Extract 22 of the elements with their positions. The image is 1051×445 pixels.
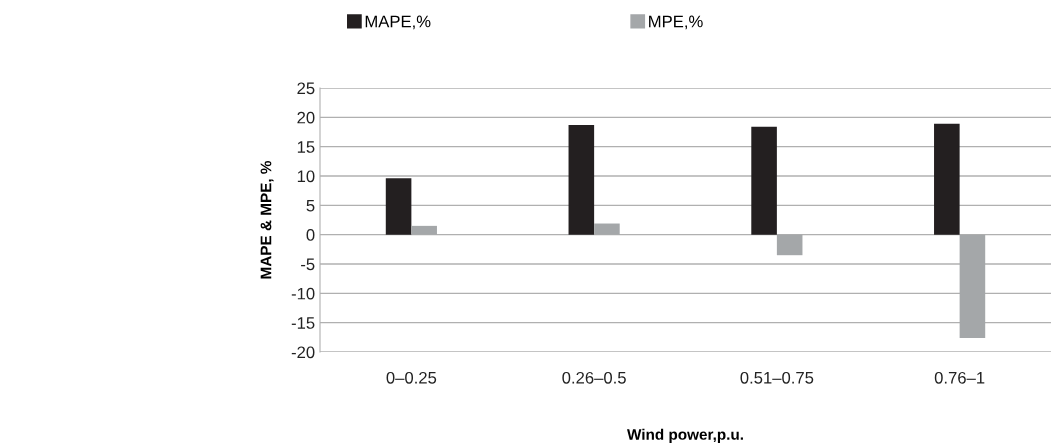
bar: [934, 123, 960, 235]
x-tick-label: 0.76–1: [934, 371, 985, 384]
bar: [568, 124, 595, 235]
y-tick-label: 20: [297, 111, 315, 124]
x-tick-label: 0.26–0.5: [562, 371, 626, 384]
y-tick-label: -5: [301, 258, 315, 271]
y-axis-title: MAPE & MPE, %: [260, 160, 274, 279]
y-tick-label: 25: [297, 82, 315, 95]
x-tick-label: 0–0.25: [386, 371, 437, 384]
y-tick-label: -20: [291, 346, 315, 359]
bar: [751, 126, 777, 235]
y-tick-label: 0: [306, 229, 315, 241]
legend-label: MAPE,%: [365, 15, 431, 30]
legend-label: MPE,%: [649, 15, 703, 30]
y-tick-label: 15: [297, 141, 315, 153]
bar: [385, 178, 412, 235]
x-axis-title: Wind power,p.u.: [627, 428, 743, 443]
y-tick-label: 5: [306, 199, 315, 212]
x-tick-label: 0.51–0.75: [740, 371, 814, 384]
y-tick-label: -10: [291, 287, 315, 300]
y-tick-label: -15: [291, 317, 315, 329]
y-tick-label: 10: [297, 170, 315, 183]
